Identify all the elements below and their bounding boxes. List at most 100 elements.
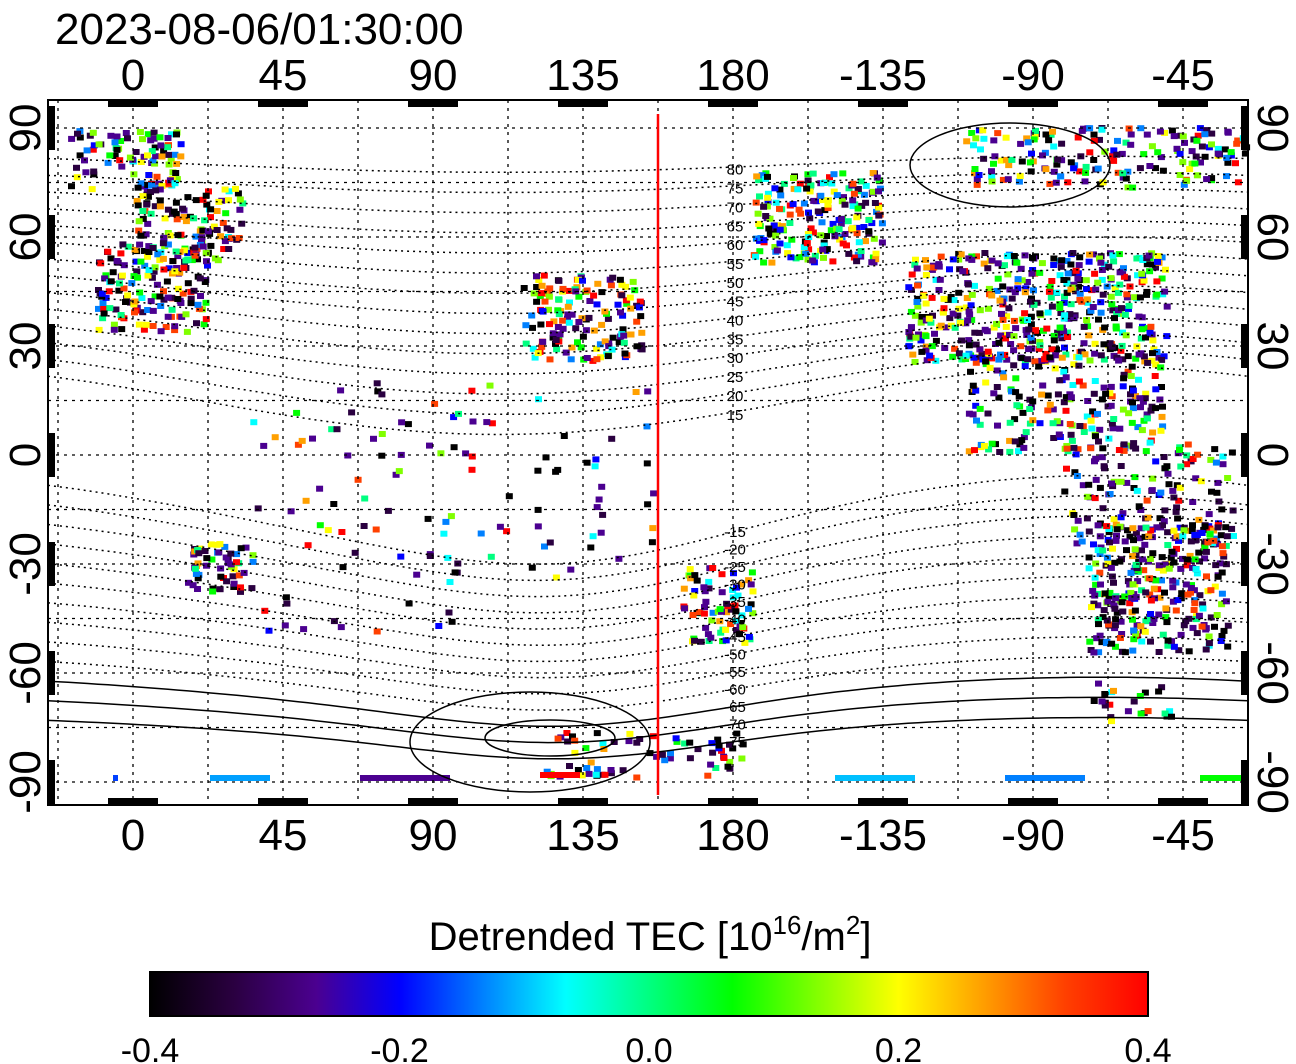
maglat-label: 30 xyxy=(727,350,744,367)
tec-point xyxy=(756,248,764,255)
tec-point xyxy=(1075,362,1083,369)
tec-point xyxy=(1091,378,1099,384)
tec-point xyxy=(1050,143,1058,150)
tec-point xyxy=(1067,431,1075,438)
tec-point xyxy=(122,130,130,136)
tec-point xyxy=(1241,150,1249,157)
tec-point xyxy=(1022,285,1030,292)
tec-point xyxy=(164,135,172,141)
maglat-contour xyxy=(47,187,1249,214)
tec-point xyxy=(202,299,210,306)
tec-point xyxy=(988,292,996,299)
tec-point xyxy=(1113,609,1121,616)
tec-point xyxy=(1030,301,1038,308)
tec-point xyxy=(918,314,926,320)
tec-point xyxy=(1116,281,1124,288)
tec-point xyxy=(1130,440,1138,447)
tec-point xyxy=(1028,295,1035,302)
tec-point xyxy=(1100,384,1108,391)
tec-point xyxy=(133,198,141,204)
tec-point xyxy=(169,258,177,265)
tec-point xyxy=(636,298,644,305)
tec-point xyxy=(862,238,869,245)
lat-tick-mark xyxy=(48,651,55,695)
lon-tick-label-bottom: -45 xyxy=(1151,811,1215,860)
tec-point xyxy=(316,522,324,529)
tec-point xyxy=(1144,359,1152,366)
tec-point xyxy=(1111,286,1119,293)
tec-point xyxy=(534,523,542,530)
tec-point xyxy=(1075,378,1083,385)
lat-tick-mark xyxy=(48,215,55,259)
maglat-label: 35 xyxy=(727,331,744,348)
tec-point xyxy=(878,220,886,227)
tec-point xyxy=(1060,315,1068,322)
tec-point xyxy=(1207,587,1215,594)
tec-point xyxy=(572,325,580,332)
tec-point xyxy=(1094,616,1102,623)
tec-point xyxy=(797,210,805,217)
tec-point xyxy=(1121,538,1129,545)
tec-point xyxy=(984,265,992,272)
tec-point xyxy=(1114,169,1122,176)
tec-point xyxy=(141,262,149,269)
tec-point xyxy=(1203,176,1211,183)
tec-point xyxy=(1211,623,1218,630)
tec-point xyxy=(1163,619,1171,626)
tec-point xyxy=(988,168,995,175)
tec-point xyxy=(1090,157,1098,163)
tec-point xyxy=(687,575,695,582)
tec-point xyxy=(187,295,195,302)
tec-point xyxy=(1086,149,1094,156)
tec-point xyxy=(185,579,192,586)
tec-point xyxy=(922,343,930,350)
tec-point xyxy=(985,285,993,292)
tec-point xyxy=(1192,616,1200,623)
tec-point xyxy=(1157,427,1165,434)
tec-point xyxy=(559,325,567,332)
tec-point xyxy=(184,256,192,263)
tec-point xyxy=(1185,648,1193,655)
tec-point xyxy=(976,421,984,428)
tec-point xyxy=(934,263,942,270)
tec-point xyxy=(1039,152,1046,159)
tec-point xyxy=(191,565,199,572)
tec-point xyxy=(1124,708,1132,715)
tec-point xyxy=(113,775,118,781)
tec-point xyxy=(739,624,747,631)
maglat-contour xyxy=(47,252,1249,295)
tec-point xyxy=(1129,399,1136,406)
tec-point xyxy=(922,300,930,307)
tec-point xyxy=(1016,173,1024,180)
tec-point xyxy=(1138,326,1146,333)
tec-point xyxy=(1111,559,1119,566)
tec-point xyxy=(1214,573,1222,580)
tec-point xyxy=(159,255,167,262)
tec-point xyxy=(166,177,174,184)
tec-point xyxy=(820,242,828,249)
tec-point xyxy=(160,266,168,273)
tec-point xyxy=(158,153,166,160)
tec-point xyxy=(147,298,155,305)
tec-point xyxy=(132,149,140,155)
tec-point xyxy=(829,258,837,265)
tec-point xyxy=(1063,258,1071,264)
tec-point xyxy=(168,306,176,313)
tec-point xyxy=(1104,560,1112,567)
tec-point xyxy=(1122,332,1130,339)
tec-point xyxy=(618,281,626,288)
tec-point xyxy=(727,606,735,613)
maglat-label: -75 xyxy=(724,734,746,751)
tec-point xyxy=(1008,388,1015,395)
maglat-label: 20 xyxy=(727,388,744,405)
tec-point xyxy=(1042,131,1050,138)
tec-point xyxy=(790,175,797,181)
tec-point xyxy=(1132,630,1140,637)
tec-point xyxy=(1052,352,1060,359)
tec-point xyxy=(940,305,948,312)
tec-point xyxy=(398,419,406,426)
tec-point xyxy=(1120,447,1128,454)
tec-point xyxy=(1169,577,1177,584)
tec-point xyxy=(1112,325,1120,332)
tec-point xyxy=(1132,594,1140,601)
